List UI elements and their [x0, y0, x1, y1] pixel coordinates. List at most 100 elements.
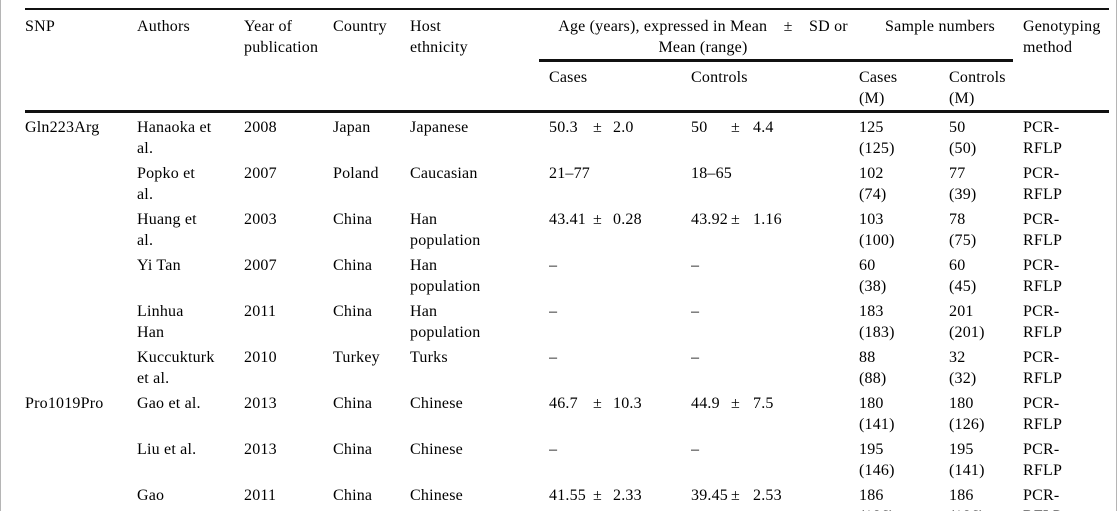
age-dash: –: [691, 256, 700, 274]
authors-cell: Liu et al.: [137, 440, 197, 458]
age-mean: 46.7: [549, 394, 578, 412]
col-header-age-cases: Cases: [549, 69, 588, 86]
cases-sample-cell: 60 (38): [859, 256, 887, 295]
table-row: Huang et al. 2003 China Han population 4…: [25, 205, 1109, 251]
age-sd: 10.3: [613, 394, 642, 412]
cases-sample-cell: 186 (186): [859, 486, 894, 511]
age-controls-cell: –: [691, 297, 859, 343]
col-header-authors: Authors: [137, 18, 190, 35]
snp-cell: Pro1019Pro: [25, 394, 104, 412]
ethnicity-cell: Han population: [410, 210, 481, 249]
cases-sample-cell: 183 (183): [859, 302, 895, 341]
plus-minus-sign: ±: [593, 394, 602, 412]
age-controls-cell: 44.9 ±7.5: [691, 389, 859, 435]
age-mean: 50: [691, 118, 708, 136]
age-controls-cell: 18–65: [691, 159, 859, 205]
country-cell: Poland: [333, 164, 379, 182]
plus-minus-sign: ±: [731, 486, 740, 504]
age-cases-cell: 43.41 ±0.28: [549, 205, 691, 251]
col-header-age-controls: Controls: [691, 69, 748, 86]
year-cell: 2007: [244, 256, 277, 274]
snp-cell: Gln223Arg: [25, 118, 100, 136]
method-cell: PCR- RFLP: [1023, 164, 1063, 203]
controls-sample-cell: 60 (45): [949, 256, 977, 295]
cases-sample-cell: 102 (74): [859, 164, 887, 203]
age-dash: –: [549, 440, 558, 458]
age-sd: 4.4: [753, 118, 774, 136]
cases-sample-cell: 195 (146): [859, 440, 895, 479]
year-cell: 2011: [244, 486, 277, 504]
age-mean: 43.92: [691, 210, 728, 228]
age-sd: 0.28: [613, 210, 642, 228]
cases-sample-cell: 103 (100): [859, 210, 895, 249]
authors-cell: Hanaoka et al.: [137, 118, 212, 157]
snp-cell: [25, 205, 137, 251]
method-cell: PCR- RFLP: [1023, 302, 1063, 341]
group-header-age: Age (years), expressed in Mean ± SD or M…: [558, 18, 848, 56]
plus-minus-sign: ±: [593, 210, 602, 228]
age-dash: –: [549, 302, 558, 320]
method-cell: PCR- RFLP: [1023, 394, 1063, 433]
age-range: 18–65: [691, 164, 732, 182]
authors-cell: Gao et al.: [137, 394, 201, 412]
cases-sample-cell: 125 (125): [859, 118, 895, 157]
controls-sample-cell: 50 (50): [949, 118, 977, 157]
table-row: Pro1019Pro Gao et al. 2013 China Chinese…: [25, 389, 1109, 435]
snp-cell: [25, 435, 137, 481]
table-row: Liu et al. 2013 China Chinese – – 195 (1…: [25, 435, 1109, 481]
plus-minus-sign: ±: [731, 394, 740, 412]
year-cell: 2007: [244, 164, 277, 182]
method-cell: PCR- RFLP: [1023, 486, 1062, 511]
age-mean: 39.45: [691, 486, 728, 504]
plus-minus-sign: ±: [593, 486, 602, 504]
group-header-rule: [539, 59, 1013, 62]
col-header-snp: SNP: [25, 18, 55, 35]
age-controls-cell: 50 ±4.4: [691, 111, 859, 159]
age-dash: –: [691, 302, 700, 320]
method-cell: PCR- RFLP: [1023, 440, 1063, 479]
controls-sample-cell: 180 (126): [949, 394, 985, 433]
method-cell: PCR- RFLP: [1023, 256, 1063, 295]
controls-sample-cell: 186 (186): [949, 486, 984, 511]
snp-cell: [25, 481, 137, 511]
table-row: Linhua Han 2011 China Han population – –…: [25, 297, 1109, 343]
col-header-ethnicity: Host ethnicity: [410, 18, 468, 56]
age-dash: –: [691, 440, 700, 458]
age-mean: 50.3: [549, 118, 578, 136]
snp-studies-table: SNP Authors Year of publication Country …: [25, 8, 1109, 511]
country-cell: China: [333, 440, 373, 458]
plus-minus-sign: ±: [731, 118, 740, 136]
col-header-year: Year of publication: [244, 18, 319, 56]
age-controls-cell: 39.45 ±2.53: [691, 481, 859, 511]
col-header-country: Country: [333, 18, 387, 35]
table-row: Yi Tan 2007 China Han population – – 60 …: [25, 251, 1109, 297]
age-sd: 2.0: [613, 118, 634, 136]
age-mean: 41.55: [549, 486, 586, 504]
age-cases-cell: –: [549, 251, 691, 297]
age-mean: 44.9: [691, 394, 720, 412]
table-row: Popko et al. 2007 Poland Caucasian 21–77…: [25, 159, 1109, 205]
age-controls-cell: –: [691, 251, 859, 297]
plus-minus-sign: ±: [731, 210, 740, 228]
plus-minus-sign: ±: [593, 118, 602, 136]
year-cell: 2013: [244, 394, 277, 412]
age-controls-cell: –: [691, 343, 859, 389]
age-cases-cell: 50.3 ±2.0: [549, 111, 691, 159]
table-row: Gao 2011 China Chinese 41.55 ±2.33 39.45 ±…: [25, 481, 1109, 511]
country-cell: China: [333, 394, 373, 412]
age-controls-cell: –: [691, 435, 859, 481]
group-header-samples: Sample numbers: [885, 18, 995, 35]
age-mean: 43.41: [549, 210, 586, 228]
authors-cell: Gao: [137, 486, 165, 504]
controls-sample-cell: 201 (201): [949, 302, 985, 341]
country-cell: China: [333, 210, 373, 228]
controls-sample-cell: 32 (32): [949, 348, 977, 387]
authors-cell: Kuccukturk et al.: [137, 348, 215, 387]
ethnicity-cell: Han population: [410, 256, 481, 295]
year-cell: 2010: [244, 348, 277, 366]
authors-cell: Huang et al.: [137, 210, 197, 249]
age-cases-cell: –: [549, 343, 691, 389]
ethnicity-cell: Caucasian: [410, 164, 478, 182]
snp-cell: [25, 297, 137, 343]
ethnicity-cell: Japanese: [410, 118, 469, 136]
